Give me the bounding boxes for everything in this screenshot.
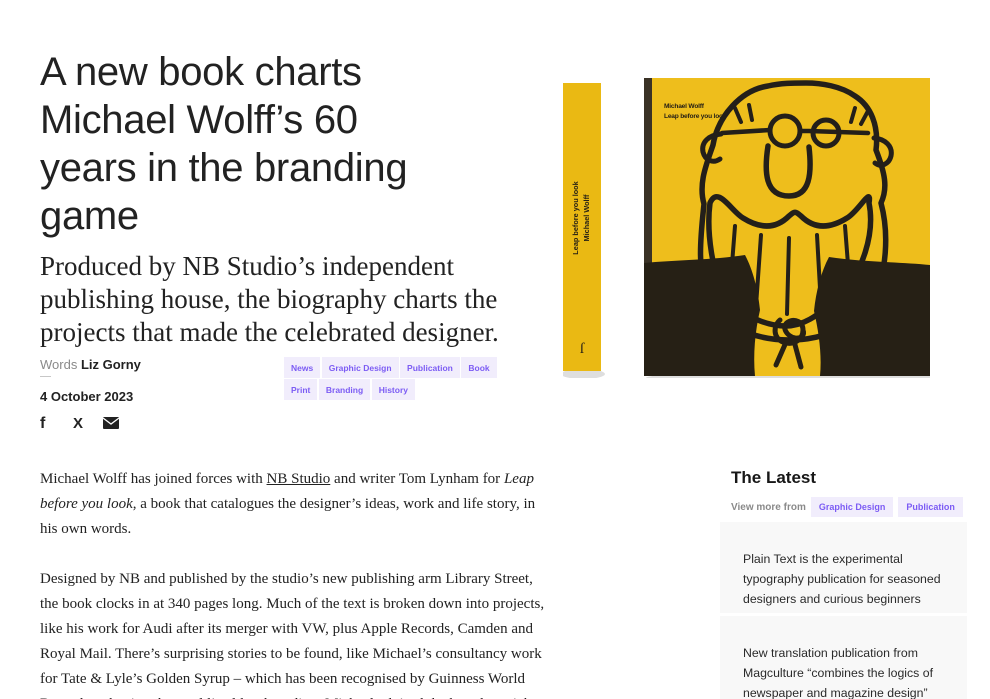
svg-text:X: X	[73, 415, 83, 432]
svg-text:Leap before you look: Leap before you look	[664, 113, 727, 120]
svg-text:Michael Wolff: Michael Wolff	[582, 194, 591, 241]
svg-text:Michael Wolff: Michael Wolff	[664, 103, 705, 110]
svg-text:Leap before you look: Leap before you look	[571, 180, 580, 254]
svg-text:f: f	[40, 415, 46, 432]
